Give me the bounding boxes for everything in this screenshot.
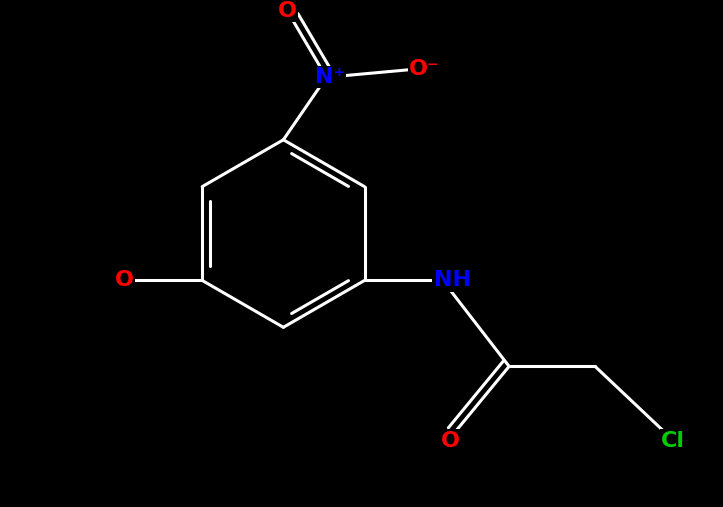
Text: O: O — [114, 270, 134, 291]
Text: Cl: Cl — [662, 430, 685, 451]
Text: NH: NH — [434, 270, 471, 291]
Text: O: O — [441, 430, 460, 451]
Text: O: O — [278, 1, 296, 21]
Text: N⁺: N⁺ — [315, 67, 346, 87]
Text: O⁻: O⁻ — [408, 59, 440, 80]
